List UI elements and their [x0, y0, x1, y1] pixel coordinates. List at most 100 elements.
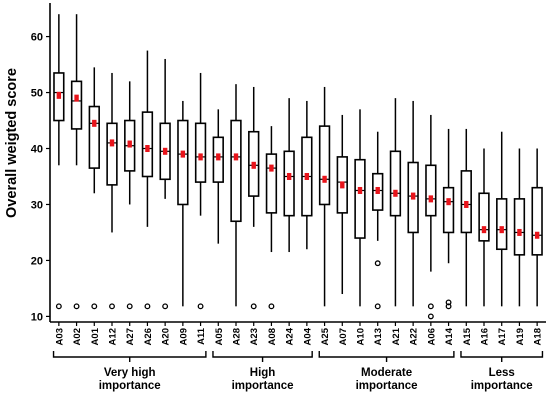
mean-marker: [499, 226, 504, 234]
x-tick-label: A20: [161, 328, 172, 345]
mean-marker: [340, 181, 345, 189]
box-A05: [212, 109, 224, 244]
group-label: importance: [232, 380, 294, 392]
box-A23: [248, 86, 260, 310]
group-label: importance: [471, 380, 533, 392]
outlier-point: [73, 303, 80, 310]
mean-marker: [92, 119, 97, 127]
box-A26: [141, 50, 154, 310]
mean-marker: [357, 186, 363, 194]
mean-marker: [198, 153, 203, 161]
mean-marker: [127, 140, 132, 148]
box-body: [265, 153, 278, 214]
x-tick-label: A16: [480, 328, 491, 345]
box-body: [425, 164, 437, 217]
mean-marker: [180, 150, 186, 158]
x-tick-label: A19: [515, 328, 526, 345]
x-tick-label: A03: [54, 328, 65, 345]
bracket-line: [318, 351, 455, 358]
box-body: [106, 122, 118, 186]
box-A28: [230, 84, 242, 307]
x-tick-label: A07: [338, 328, 349, 345]
outlier-point: [445, 303, 452, 310]
x-tick-label: A13: [373, 328, 384, 345]
box-body: [194, 122, 207, 183]
box-A11: [194, 72, 207, 310]
box-body: [513, 198, 526, 256]
x-tick-label: A06: [426, 328, 437, 345]
outlier-point: [162, 303, 169, 310]
box-A15: [460, 128, 472, 307]
mean-marker: [145, 145, 150, 153]
box-A20: [159, 58, 171, 310]
box-A06: [425, 114, 437, 320]
x-tick-label: A08: [267, 328, 278, 345]
box-A24: [283, 98, 295, 253]
y-tick-label: 50: [31, 88, 43, 100]
mean-marker: [446, 198, 451, 206]
box-body: [318, 125, 331, 206]
mean-marker: [481, 226, 487, 234]
mean-marker: [534, 231, 540, 239]
mean-marker: [269, 164, 274, 172]
y-tick-label: 60: [31, 32, 43, 44]
x-tick-label: A28: [232, 328, 243, 345]
importance-groups: Very highimportanceHighimportanceModerat…: [52, 351, 544, 392]
outlier-point: [126, 303, 133, 310]
mean-marker: [286, 172, 292, 180]
x-tick-label: A26: [143, 328, 154, 345]
outlier-point: [55, 303, 62, 310]
box-A18: [531, 148, 543, 307]
mean-marker: [517, 228, 522, 236]
mean-marker: [216, 153, 221, 161]
mean-marker: [251, 161, 256, 169]
mean-marker: [162, 147, 168, 155]
mean-marker: [109, 139, 115, 147]
outlier-point: [197, 303, 204, 310]
mean-marker: [304, 172, 310, 180]
box-body: [283, 150, 295, 217]
y-tick-label: 30: [31, 199, 43, 211]
mean-marker: [410, 192, 416, 200]
mean-marker: [375, 186, 380, 194]
x-tick-label: A11: [196, 327, 207, 345]
x-tick-label: A14: [444, 327, 455, 345]
outlier-point: [250, 303, 257, 310]
axes: 10 20 30 40 50 60 A03 A02 A01 A12 A27 A26 A20 A09 A11 A…: [31, 3, 546, 345]
x-tick-label: A12: [108, 328, 119, 345]
outlier-point: [109, 303, 115, 310]
plot-area: [53, 14, 543, 320]
box-A27: [124, 81, 136, 310]
x-tick-label: A01: [90, 327, 101, 345]
box-body: [354, 158, 366, 239]
outlier-point: [374, 260, 381, 267]
y-tick-label: 10: [31, 311, 43, 323]
y-tick-label: 20: [31, 255, 43, 267]
mean-marker: [74, 94, 79, 102]
outlier-point: [374, 303, 381, 310]
x-tick-label: A04: [302, 327, 313, 345]
x-tick-label: A17: [497, 328, 508, 345]
group-label: Very high: [104, 367, 156, 379]
box-A07: [336, 114, 348, 295]
mean-marker: [428, 195, 434, 203]
y-axis-label: Overall weigted score: [4, 68, 20, 218]
box-body: [442, 186, 455, 234]
box-A16: [478, 148, 490, 307]
group-label: High: [250, 367, 276, 379]
mean-marker: [322, 175, 327, 183]
mean-marker: [393, 189, 398, 197]
box-A25: [318, 86, 331, 307]
box-body: [88, 105, 100, 169]
box-A17: [496, 131, 508, 307]
outlier-point: [427, 313, 434, 320]
box-body: [389, 150, 402, 217]
box-body: [496, 198, 508, 251]
box-A04: [301, 100, 313, 250]
box-body: [177, 119, 189, 206]
